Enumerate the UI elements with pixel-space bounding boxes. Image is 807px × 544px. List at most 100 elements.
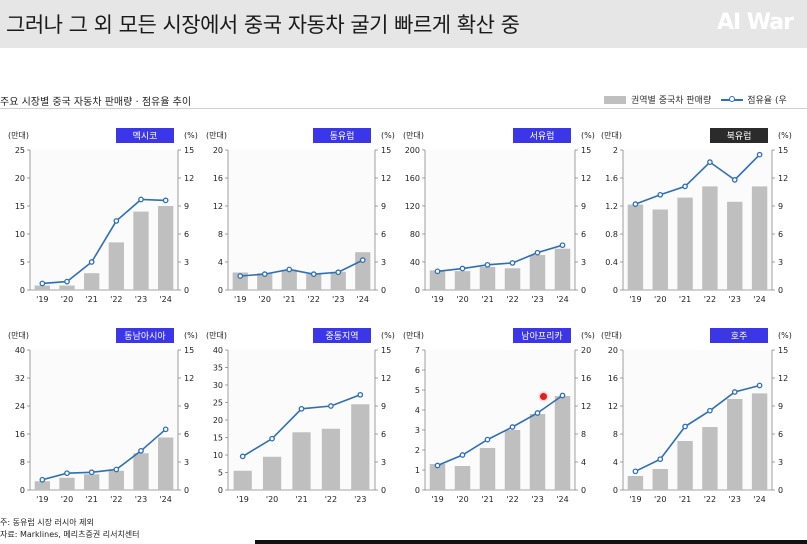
right-tick-label: 0 xyxy=(381,286,386,295)
share-point xyxy=(39,476,46,483)
share-point xyxy=(632,468,639,475)
right-tick-label: 15 xyxy=(381,346,391,355)
right-tick-label: 6 xyxy=(778,430,783,439)
right-tick-label: 8 xyxy=(581,430,586,439)
right-tick-label: 6 xyxy=(381,430,386,439)
bar xyxy=(59,477,75,490)
bar xyxy=(158,437,174,490)
x-tick-label: '21 xyxy=(85,295,97,304)
region-badge-label: 동유럽 xyxy=(330,131,355,142)
right-tick-label: 12 xyxy=(778,374,788,383)
bar xyxy=(652,469,668,490)
share-point xyxy=(731,389,738,395)
right-tick-label: 3 xyxy=(581,258,586,267)
left-tick-label: 8 xyxy=(218,230,223,239)
share-point xyxy=(261,271,268,277)
left-unit-label: (만대) xyxy=(601,131,622,140)
bar xyxy=(479,448,496,490)
chart-subtitle: 주요 시장별 중국 자동차 판매량 · 점유율 추이 xyxy=(0,97,192,108)
left-tick-label: 4 xyxy=(218,258,223,267)
bar xyxy=(652,209,668,290)
bar xyxy=(108,242,124,290)
region-badge-label: 중동지역 xyxy=(325,331,358,342)
x-tick-label: '19 xyxy=(234,295,246,304)
right-tick-label: 6 xyxy=(381,230,386,239)
plot-area xyxy=(425,150,575,290)
left-tick-label: 0 xyxy=(613,286,618,295)
share-point xyxy=(632,201,639,207)
plot-area xyxy=(425,350,575,490)
x-tick-label: '21 xyxy=(85,495,97,504)
right-tick-label: 6 xyxy=(184,230,189,239)
left-tick-label: 20 xyxy=(15,174,25,183)
region-badge xyxy=(513,328,571,343)
cursor-indicator xyxy=(540,393,547,400)
share-point xyxy=(286,266,293,273)
left-unit-label: (만대) xyxy=(206,131,227,140)
right-tick-label: 3 xyxy=(184,258,189,267)
bar xyxy=(34,285,50,290)
x-tick-label: '24 xyxy=(159,495,171,504)
bar xyxy=(158,206,174,290)
bar xyxy=(727,201,743,290)
bar xyxy=(232,272,248,290)
bar xyxy=(727,399,743,490)
legend: 권역별 중국차 판매량 점유율 (우 xyxy=(604,93,787,106)
right-tick-label: 15 xyxy=(184,146,194,155)
right-tick-label: 15 xyxy=(381,146,391,155)
x-tick-label: '24 xyxy=(753,495,765,504)
share-point xyxy=(484,261,491,268)
bar xyxy=(751,186,768,290)
left-tick-label: 20 xyxy=(608,346,618,355)
x-tick-label: '19 xyxy=(36,295,48,304)
share-line xyxy=(42,198,166,285)
x-tick-label: '24 xyxy=(159,295,171,304)
bar xyxy=(479,266,496,290)
x-tick-label: '24 xyxy=(357,295,369,304)
footnote-source: 자료: Marklines, 메리츠증권 리서치센터 xyxy=(0,530,140,539)
x-tick-label: '19 xyxy=(629,295,641,304)
left-tick-label: 6 xyxy=(415,366,420,375)
share-point xyxy=(459,265,466,272)
right-unit-label: (%) xyxy=(581,331,595,340)
region-badge xyxy=(313,328,371,343)
x-tick-label: '20 xyxy=(456,295,468,304)
plot-area xyxy=(30,150,178,290)
left-tick-label: 2 xyxy=(613,146,618,155)
right-tick-label: 12 xyxy=(581,174,591,183)
right-tick-label: 15 xyxy=(184,346,194,355)
left-tick-label: 30 xyxy=(213,381,223,390)
region-badge xyxy=(116,128,174,143)
right-tick-label: 0 xyxy=(381,486,386,495)
share-point xyxy=(534,410,541,416)
right-tick-label: 9 xyxy=(381,202,386,211)
bar xyxy=(281,269,297,290)
right-tick-label: 12 xyxy=(581,402,591,411)
share-point xyxy=(39,280,46,287)
share-point xyxy=(534,249,541,256)
left-unit-label: (만대) xyxy=(403,331,424,340)
region-badge-label: 멕시코 xyxy=(133,131,158,142)
share-point xyxy=(269,435,275,442)
bar xyxy=(702,186,718,290)
left-tick-label: 25 xyxy=(213,399,223,408)
left-tick-label: 0.4 xyxy=(605,258,618,267)
right-tick-label: 9 xyxy=(184,402,189,411)
bar xyxy=(351,404,370,490)
right-unit-label: (%) xyxy=(184,331,198,340)
share-point xyxy=(162,426,169,433)
share-point xyxy=(310,271,317,277)
bar xyxy=(133,211,149,290)
right-tick-label: 9 xyxy=(581,202,586,211)
legend-bar-swatch xyxy=(604,95,626,104)
share-line xyxy=(42,428,167,481)
bar xyxy=(321,428,341,490)
right-tick-label: 9 xyxy=(778,202,783,211)
bar xyxy=(454,271,471,290)
bar xyxy=(504,430,521,490)
x-tick-label: '23 xyxy=(531,295,543,304)
right-tick-label: 15 xyxy=(778,146,788,155)
share-point xyxy=(484,436,491,443)
left-tick-label: 20 xyxy=(213,416,223,425)
right-tick-label: 6 xyxy=(581,230,586,239)
